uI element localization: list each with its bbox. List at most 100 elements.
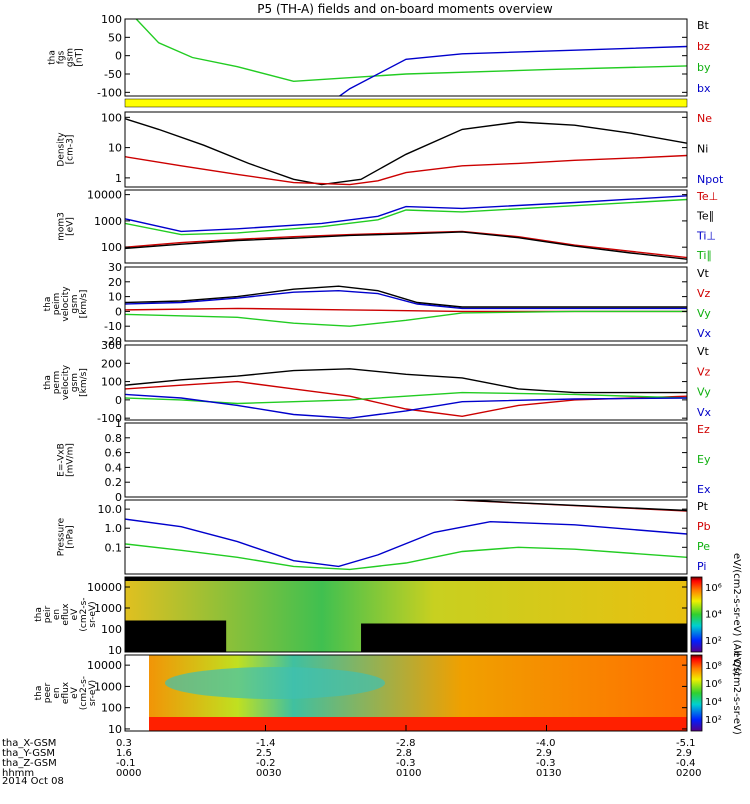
time-axis-row-label: tha_Z-GSM: [2, 758, 57, 769]
y-tick-label: 30: [108, 261, 122, 274]
colorbar: [690, 576, 703, 653]
y-axis-label: eV: [70, 686, 80, 699]
y-tick-label: -100: [97, 86, 122, 99]
y-axis-label: tha: [43, 297, 53, 312]
y-axis-label: sr-eV): [88, 680, 98, 706]
panel-density: 100 10 1 Density [cm-3] Ne Ni Npot: [57, 111, 724, 188]
series-Ti⊥: [125, 195, 687, 233]
legend-Vz: Vz: [697, 365, 711, 378]
y-tick-label: 200: [101, 357, 122, 370]
legend-Ti∥: Ti∥: [696, 249, 712, 262]
series-Vx: [125, 393, 687, 419]
y-tick-label: 0.8: [105, 432, 123, 445]
legend-Pb: Pb: [697, 520, 711, 533]
panel-frame: [124, 18, 688, 97]
panel-frame: [124, 499, 688, 575]
series-Vx: [125, 289, 687, 310]
y-tick-label: -50: [104, 68, 122, 81]
time-axis-row-label: tha_X-GSM: [2, 738, 57, 749]
y-axis-label: eflux: [61, 603, 71, 626]
y-tick-label: 100: [101, 241, 122, 254]
time-axis-value: -0.1: [116, 758, 136, 769]
y-tick-label: -100: [97, 412, 122, 425]
y-tick-label: 0.2: [105, 476, 123, 489]
heatmap-top-band: [125, 577, 687, 581]
panel-frame: [124, 266, 688, 342]
y-tick-label: 0.1: [105, 541, 123, 554]
time-axis-row-label: hhmm: [2, 768, 35, 779]
legend-by: by: [697, 61, 711, 74]
legend-Pt: Pt: [697, 500, 709, 513]
series-by: [135, 19, 687, 83]
legend-Bt: Bt: [697, 19, 710, 32]
legend-Vx: Vx: [697, 327, 712, 340]
y-axis-label: [km/s]: [79, 290, 89, 319]
legend-Vy: Vy: [697, 386, 711, 399]
y-axis-label: [mV/m]: [66, 443, 76, 477]
y-tick-label: 10000: [87, 581, 122, 594]
y-axis-label: (cm2-s-: [79, 597, 89, 631]
y-tick-label: 0: [115, 50, 122, 63]
heatmap-core: [165, 667, 385, 699]
colorbar-tick-label: 10²: [705, 715, 722, 726]
colorbar-tick-label: 10⁶: [705, 583, 722, 594]
legend-Ne: Ne: [697, 112, 712, 125]
y-axis-label: E=-VxB: [57, 443, 67, 477]
time-axis-value: -1.4: [256, 738, 276, 749]
y-axis-label: tha: [48, 50, 58, 65]
time-axis-value: 2.5: [256, 748, 272, 759]
legend-Te∥: Te∥: [696, 210, 714, 223]
legend-Npot: Npot: [697, 173, 724, 186]
y-tick-label: -10: [104, 320, 122, 333]
heatmap-lowflux-region: [125, 620, 227, 652]
panel-perm: 300 200 100 0 -100 tha perm velocity gsm [km/s] Vt…: [43, 339, 712, 425]
y-tick-label: 0: [115, 394, 122, 407]
legend-Ey: Ey: [697, 453, 711, 466]
time-axis-value: 2.8: [396, 748, 412, 759]
y-axis-label: mom3: [57, 212, 67, 241]
y-tick-label: 10: [108, 142, 122, 155]
time-axis-value: -0.3: [536, 758, 556, 769]
heatmap-lowflux-region: [361, 623, 687, 652]
legend-bz: bz: [697, 40, 710, 53]
y-tick-label: 10: [108, 291, 122, 304]
legend-bx: bx: [697, 82, 711, 95]
legend-Vz: Vz: [697, 287, 711, 300]
y-axis-label: en: [52, 687, 62, 698]
y-tick-label: 10: [108, 644, 122, 657]
time-axis-value: -0.3: [396, 758, 416, 769]
y-tick-label: 1000: [94, 215, 122, 228]
legend-Vx: Vx: [697, 406, 712, 419]
legend-Ni: Ni: [697, 143, 708, 156]
y-tick-label: 100: [101, 623, 122, 636]
panel-frame: [124, 111, 688, 188]
panel-mom3: 10000 1000 100 mom3 [eV] Te⊥ Te∥ Ti⊥ Ti∥: [57, 189, 718, 264]
y-tick-label: 0.6: [105, 447, 123, 460]
y-tick-label: 10.0: [98, 503, 123, 516]
series-Vt: [125, 285, 687, 308]
series-Ne: [125, 154, 687, 186]
y-tick-label: 100: [101, 111, 122, 124]
y-tick-label: 20: [108, 276, 122, 289]
series-Ti∥: [125, 198, 687, 236]
series-Te⊥: [125, 230, 687, 259]
y-axis-label: fgs: [57, 50, 67, 64]
time-axis-value: 0200: [676, 768, 702, 779]
y-axis-label: [km/s]: [79, 368, 89, 397]
y-axis-label: en: [52, 609, 62, 620]
panel-frame: [124, 422, 688, 498]
y-tick-label: 1: [115, 172, 122, 185]
time-axis-row-label: tha_Y-GSM: [2, 748, 56, 759]
series-Vy: [125, 310, 687, 327]
time-axis-value: 2.9: [676, 748, 692, 759]
y-tick-label: -20: [104, 335, 122, 348]
panel-peer: 10⁸ 10⁶ 10⁴ 10² eV/(cm2-s-sr-eV) 10000 1000 100…: [34, 651, 742, 736]
panel-frame: [124, 576, 688, 653]
y-tick-label: 1000: [94, 602, 122, 615]
y-axis-label: eflux: [61, 681, 71, 704]
y-axis-label: gsm: [66, 48, 76, 67]
legend-Vt: Vt: [697, 345, 710, 358]
heatmap-gap: [125, 655, 149, 731]
y-tick-label: 100: [101, 702, 122, 715]
